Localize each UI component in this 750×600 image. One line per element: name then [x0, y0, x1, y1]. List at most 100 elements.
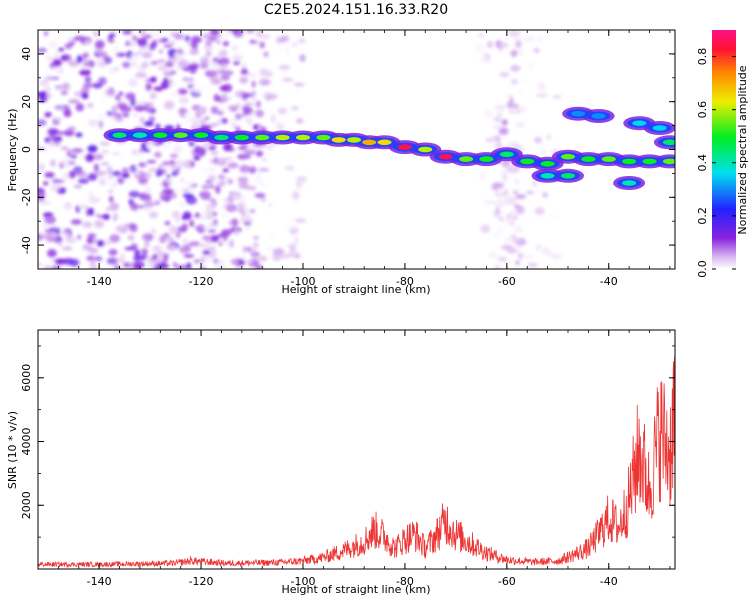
heatmap-noise-blob: [200, 167, 211, 174]
heatmap-noise-blob: [525, 220, 534, 225]
heatmap-noise-blob: [60, 55, 67, 60]
heatmap-noise-blob: [212, 219, 218, 225]
heatmap-noise-blob: [266, 246, 277, 251]
heatmap-noise-blob: [130, 164, 137, 174]
heatmap-noise-blob: [221, 213, 230, 218]
heatmap-noise-blob: [501, 94, 510, 104]
heatmap-noise-blob: [508, 30, 521, 38]
heatmap-noise-blob: [71, 148, 84, 153]
heatmap-noise-blob: [107, 189, 114, 194]
y-tick-label: 0: [20, 146, 33, 153]
heatmap-noise-blob: [54, 65, 61, 74]
heatmap-noise-blob: [57, 242, 63, 247]
heatmap-noise-blob: [108, 195, 114, 203]
heatmap-noise-blob: [498, 127, 509, 135]
heatmap-noise-blob: [141, 248, 149, 253]
heatmap-noise-blob: [259, 41, 265, 49]
heatmap-noise-blob: [155, 38, 164, 44]
heatmap-noise-blob: [154, 200, 161, 206]
heatmap-noise-blob: [207, 174, 217, 180]
heatmap-noise-blob: [535, 93, 548, 98]
heatmap-noise-blob: [67, 126, 77, 131]
heatmap-noise-blob: [79, 204, 89, 210]
heatmap-noise-blob: [207, 123, 215, 129]
heatmap-noise-blob: [145, 82, 153, 92]
heatmap-noise-blob: [154, 151, 162, 158]
heatmap-noise-blob: [182, 180, 193, 188]
heatmap-noise-blob: [122, 62, 130, 69]
heatmap-noise-blob: [164, 235, 175, 244]
heatmap-noise-blob: [220, 229, 232, 237]
heatmap-noise-blob: [97, 240, 103, 247]
heatmap-noise-blob: [88, 207, 94, 216]
heatmap-noise-blob: [84, 76, 92, 83]
heatmap-noise-blob: [114, 118, 124, 122]
heatmap-noise-blob: [177, 59, 189, 68]
snr-plot-area: [38, 330, 675, 569]
heatmap-noise-blob: [257, 123, 262, 132]
heatmap-noise-blob: [218, 241, 223, 247]
heatmap-noise-blob: [189, 49, 199, 55]
heatmap-x-ticks: -140 -120 -100 -80 -60 -40: [37, 30, 671, 288]
heatmap-noise-blob: [124, 106, 132, 112]
heatmap-noise-blob: [526, 38, 537, 44]
heatmap-noise-blob: [170, 91, 180, 97]
heatmap-noise-blob: [149, 211, 158, 219]
heatmap-noise-blob: [164, 221, 171, 226]
heatmap-noise-blob: [46, 148, 55, 155]
heatmap-noise-blob: [240, 196, 247, 200]
heatmap-noise-blob: [53, 179, 65, 184]
heatmap-noise-blob: [38, 163, 45, 172]
heatmap-noise-blob: [100, 162, 110, 166]
heatmap-noise-blob: [153, 86, 164, 92]
heatmap-noise-blob: [47, 40, 59, 47]
heatmap-noise-blob: [296, 118, 304, 124]
heatmap-noise-blob: [270, 114, 276, 123]
heatmap-noise-blob: [231, 45, 238, 51]
heatmap-noise-blob: [97, 114, 108, 119]
heatmap-noise-blob: [68, 161, 76, 165]
heatmap-noise-blob: [246, 185, 257, 191]
heatmap-noise-blob: [82, 62, 91, 67]
heatmap-noise-blob: [208, 146, 217, 151]
heatmap-noise-blob: [216, 40, 221, 45]
heatmap-noise-blob: [484, 200, 496, 205]
heatmap-noise-blob: [263, 51, 269, 58]
heatmap-noise-blob: [537, 99, 544, 104]
heatmap-noise-blob: [203, 140, 209, 149]
heatmap-noise-blob: [130, 97, 137, 107]
heatmap-noise-blob: [495, 206, 501, 215]
heatmap-noise-blob: [204, 44, 214, 51]
heatmap-noise-blob: [105, 87, 116, 97]
heatmap-noise-blob: [537, 36, 544, 42]
heatmap-noise-blob: [241, 92, 253, 98]
heatmap-noise-blob: [176, 186, 181, 195]
heatmap-noise-blob: [280, 35, 290, 42]
heatmap-noise-blob: [480, 55, 488, 63]
heatmap-noise-blob: [222, 198, 233, 202]
heatmap-noise-blob: [145, 141, 154, 148]
x-tick-label: -140: [87, 575, 112, 588]
heatmap-noise-blob: [235, 113, 242, 121]
heatmap-noise-blob: [240, 206, 248, 212]
heatmap-noise-blob: [216, 118, 223, 126]
heatmap-ridge-core: [540, 161, 555, 167]
heatmap-noise-blob: [261, 183, 269, 188]
heatmap-noise-blob: [176, 167, 182, 170]
heatmap-noise-blob: [144, 207, 150, 213]
heatmap-noise-blob: [211, 165, 219, 170]
heatmap-noise-blob: [293, 253, 301, 259]
heatmap-ridge-core: [581, 156, 596, 162]
heatmap-noise-blob: [296, 180, 302, 189]
heatmap-noise-blob: [493, 116, 502, 122]
heatmap-noise-blob: [201, 184, 210, 190]
heatmap-noise-blob: [162, 254, 168, 264]
heatmap-noise-blob: [228, 147, 236, 152]
heatmap-noise-blob: [207, 185, 216, 189]
heatmap-noise-blob: [164, 61, 174, 68]
heatmap-y-ticks: -40 -20 0 20 40: [20, 29, 675, 270]
heatmap-noise-blob: [499, 72, 510, 78]
heatmap-ridge-core: [112, 132, 127, 138]
x-tick-label: -80: [396, 575, 414, 588]
heatmap-noise-blob: [510, 106, 517, 113]
